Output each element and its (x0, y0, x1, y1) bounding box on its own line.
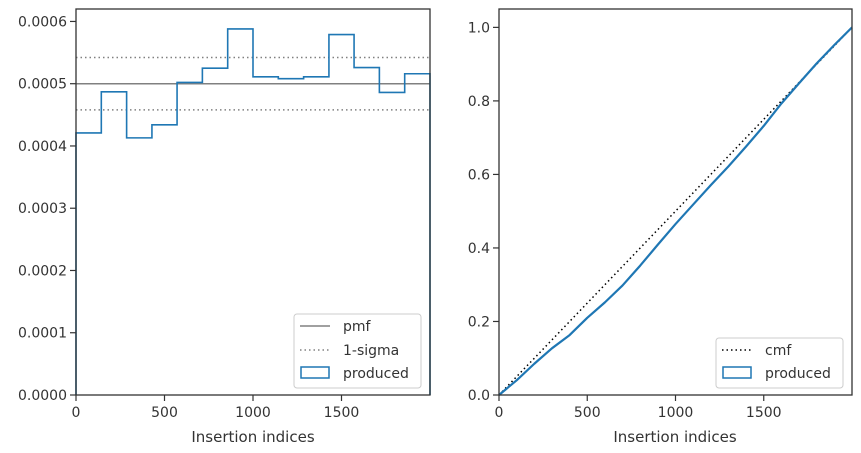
pmf-x-axis: 0 500 1000 1500 (72, 395, 360, 421)
cmf-x-tick-label: 1000 (658, 405, 694, 421)
pmf-x-tick-label: 1500 (324, 405, 360, 421)
cmf-y-tick-label: 0.0 (468, 388, 490, 404)
pmf-y-tick-label: 0.0003 (18, 201, 67, 217)
cmf-x-axis: 0 500 1000 1500 (495, 395, 782, 421)
cmf-x-tick-label: 1500 (746, 405, 782, 421)
cmf-y-tick-label: 0.8 (468, 94, 490, 110)
produced-cumulative-line (498, 26, 853, 396)
cmf-legend: cmf produced (715, 337, 844, 389)
pmf-x-tick-label: 0 (72, 405, 81, 421)
pmf-plot-area (75, 28, 431, 395)
cmf-y-tick-label: 0.2 (468, 314, 490, 330)
pmf-y-tick-label: 0.0001 (18, 326, 67, 342)
pmf-y-tick-label: 0.0000 (18, 388, 67, 404)
cmf-legend-box (715, 337, 844, 389)
cmf-legend-label-cmf: cmf (765, 343, 792, 359)
pmf-legend-label-produced: produced (343, 366, 409, 382)
pmf-x-tick-label: 500 (151, 405, 178, 421)
cmf-y-tick-label: 0.4 (468, 241, 490, 257)
produced-histogram (75, 28, 431, 395)
cmf-y-axis: 0.0 0.2 0.4 0.6 0.8 1.0 (468, 20, 499, 404)
pmf-y-axis: 0.0000 0.0001 0.0002 0.0003 0.0004 0.0005 0.00… (18, 14, 76, 404)
pmf-y-tick-label: 0.0004 (18, 139, 67, 155)
cmf-x-tick-label: 500 (574, 405, 601, 421)
cmf-x-tick-label: 0 (495, 405, 504, 421)
pmf-legend-label-1-sigma: 1-sigma (343, 343, 399, 359)
cmf-y-tick-label: 0.6 (468, 167, 490, 183)
pmf-x-tick-label: 1000 (235, 405, 271, 421)
cmf-panel: 0.0 0.2 0.4 0.6 0.8 1.0 0 500 1000 1500 Insertio… (468, 8, 853, 446)
pmf-legend: pmf 1-sigma produced (293, 313, 422, 389)
pmf-legend-box (293, 313, 422, 389)
pmf-x-axis-label: Insertion indices (191, 428, 314, 446)
cmf-x-axis-label: Insertion indices (613, 428, 736, 446)
cmf-axes-frame (498, 8, 853, 396)
pmf-histogram-panel: 0.0000 0.0001 0.0002 0.0003 0.0004 0.0005 0.00… (18, 8, 431, 446)
cmf-legend-swatch-produced (722, 366, 752, 379)
pmf-legend-swatch-produced (300, 366, 330, 379)
pmf-y-tick-label: 0.0005 (18, 77, 67, 93)
pmf-y-tick-label: 0.0002 (18, 263, 67, 279)
cmf-plot-area (498, 26, 853, 396)
cmf-legend-label-produced: produced (765, 366, 831, 382)
pmf-y-tick-label: 0.0006 (18, 14, 67, 30)
cmf-y-tick-label: 1.0 (468, 20, 490, 36)
pmf-legend-label-pmf: pmf (343, 319, 372, 335)
